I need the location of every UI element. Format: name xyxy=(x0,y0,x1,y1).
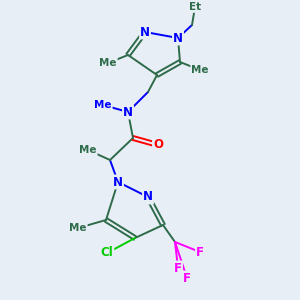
Text: Me: Me xyxy=(94,100,112,110)
Text: Me: Me xyxy=(79,145,97,155)
Text: N: N xyxy=(143,190,153,203)
Text: N: N xyxy=(173,32,183,44)
Text: F: F xyxy=(196,245,204,259)
Text: Me: Me xyxy=(191,65,209,75)
Text: N: N xyxy=(140,26,150,38)
Text: N: N xyxy=(123,106,133,118)
Text: Et: Et xyxy=(189,2,201,12)
Text: Cl: Cl xyxy=(100,247,113,260)
Text: F: F xyxy=(174,262,182,275)
Text: F: F xyxy=(183,272,191,284)
Text: Me: Me xyxy=(99,58,117,68)
Text: O: O xyxy=(153,139,163,152)
Text: Me: Me xyxy=(69,223,87,233)
Text: N: N xyxy=(113,176,123,188)
